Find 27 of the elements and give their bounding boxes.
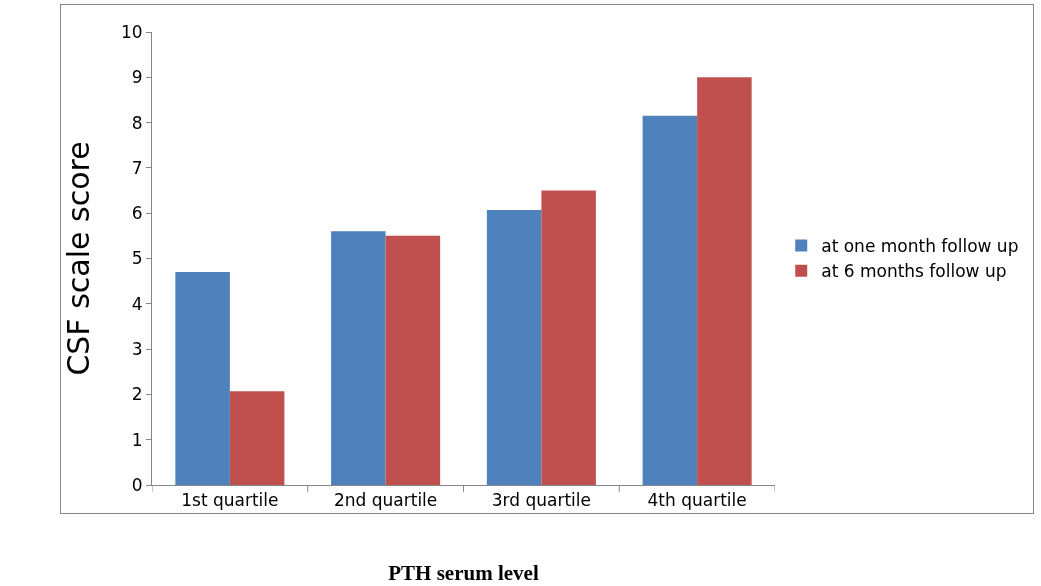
x-tick-label: 1st quartile bbox=[181, 490, 279, 511]
bar bbox=[697, 77, 752, 485]
bar bbox=[175, 272, 230, 485]
y-tick-label: 2 bbox=[131, 384, 143, 405]
x-axis-title: PTH serum level bbox=[388, 560, 539, 585]
y-tick-label: 8 bbox=[131, 112, 143, 133]
bar bbox=[385, 235, 441, 485]
y-tick-label: 9 bbox=[131, 67, 143, 88]
legend-label: at one month follow up bbox=[821, 236, 1019, 257]
bar bbox=[642, 115, 698, 485]
bar bbox=[331, 231, 386, 485]
y-tick-label: 5 bbox=[131, 248, 143, 269]
x-tick-label: 3rd quartile bbox=[491, 490, 592, 511]
y-tick-label: 1 bbox=[131, 429, 143, 450]
x-tick-label: 2nd quartile bbox=[333, 490, 438, 511]
y-tick-label: 0 bbox=[131, 474, 143, 495]
y-axis-title: CSF scale score bbox=[60, 141, 96, 376]
bar bbox=[229, 391, 285, 485]
legend-label: at 6 months follow up bbox=[821, 261, 1007, 282]
bar bbox=[541, 190, 596, 485]
y-tick-label: 4 bbox=[131, 293, 143, 314]
y-tick-label: 6 bbox=[131, 203, 143, 224]
y-tick-label: 3 bbox=[131, 339, 143, 360]
y-tick-label: 7 bbox=[131, 157, 143, 178]
y-tick-label: 10 bbox=[120, 21, 143, 42]
x-tick-label: 4th quartile bbox=[647, 490, 747, 511]
bar bbox=[486, 210, 542, 485]
